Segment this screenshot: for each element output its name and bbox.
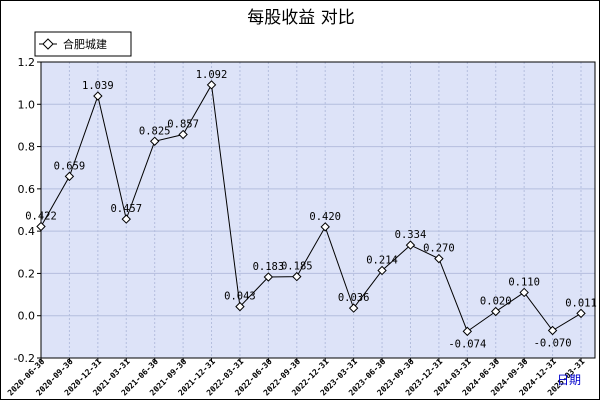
data-point (491, 306, 501, 317)
legend-label: 合肥城建 (63, 37, 107, 51)
data-label: 0.011 (565, 297, 597, 309)
data-point (348, 303, 359, 313)
data-point (434, 253, 444, 264)
data-label: 0.457 (110, 203, 142, 215)
data-point (292, 271, 302, 282)
data-label: 0.659 (54, 160, 86, 172)
chart-title: 每股收益 对比 (247, 8, 354, 28)
data-label: 0.334 (395, 229, 427, 241)
data-label: 0.036 (338, 292, 370, 304)
data-point (93, 91, 103, 101)
data-label: 0.825 (139, 125, 171, 137)
plot-area: 1.21.00.80.60.40.20.0-0.22020-06-302020-… (6, 56, 597, 397)
y-tick-label: 0.0 (18, 310, 36, 323)
x-axis-label: 日期 (557, 373, 581, 387)
data-point (462, 326, 473, 337)
y-tick-label: 0.2 (18, 267, 36, 280)
data-point (263, 272, 274, 282)
y-tick-label: 0.6 (18, 183, 36, 196)
data-label: 0.420 (309, 211, 341, 223)
y-tick-label: 0.4 (18, 225, 36, 238)
plot-border (40, 61, 596, 359)
data-point (64, 171, 75, 182)
y-tick-label: 1.2 (18, 56, 36, 69)
legend: 合肥城建 (34, 31, 132, 57)
data-label: 0.185 (281, 261, 313, 273)
data-point (405, 240, 416, 250)
data-label: 0.214 (366, 254, 398, 266)
data-point (576, 308, 586, 319)
data-point (377, 265, 387, 276)
y-tick-label: 1.0 (18, 98, 36, 111)
data-point (178, 129, 188, 140)
y-tick-label: 0.8 (18, 141, 36, 154)
data-label: 1.092 (196, 69, 228, 81)
data-label: 0.183 (253, 261, 285, 273)
y-tick-label: -0.2 (14, 352, 35, 365)
data-point (149, 136, 160, 146)
data-label: 0.857 (167, 119, 199, 131)
data-label: -0.074 (448, 338, 486, 350)
data-point (519, 287, 529, 298)
series-line (40, 83, 582, 333)
data-label: 0.270 (423, 243, 455, 255)
plot-background (41, 62, 595, 358)
data-label: 1.039 (82, 80, 114, 92)
data-point (121, 214, 131, 224)
data-point (36, 221, 46, 232)
data-label: 0.020 (480, 295, 512, 307)
data-label: 0.110 (508, 276, 540, 288)
data-label: -0.070 (534, 338, 572, 350)
data-point (235, 301, 245, 312)
data-point (206, 80, 217, 90)
data-point (320, 222, 330, 232)
legend-marker (42, 38, 54, 50)
data-label: 0.422 (25, 210, 57, 222)
data-label: 0.043 (224, 291, 256, 303)
data-point (547, 325, 558, 336)
